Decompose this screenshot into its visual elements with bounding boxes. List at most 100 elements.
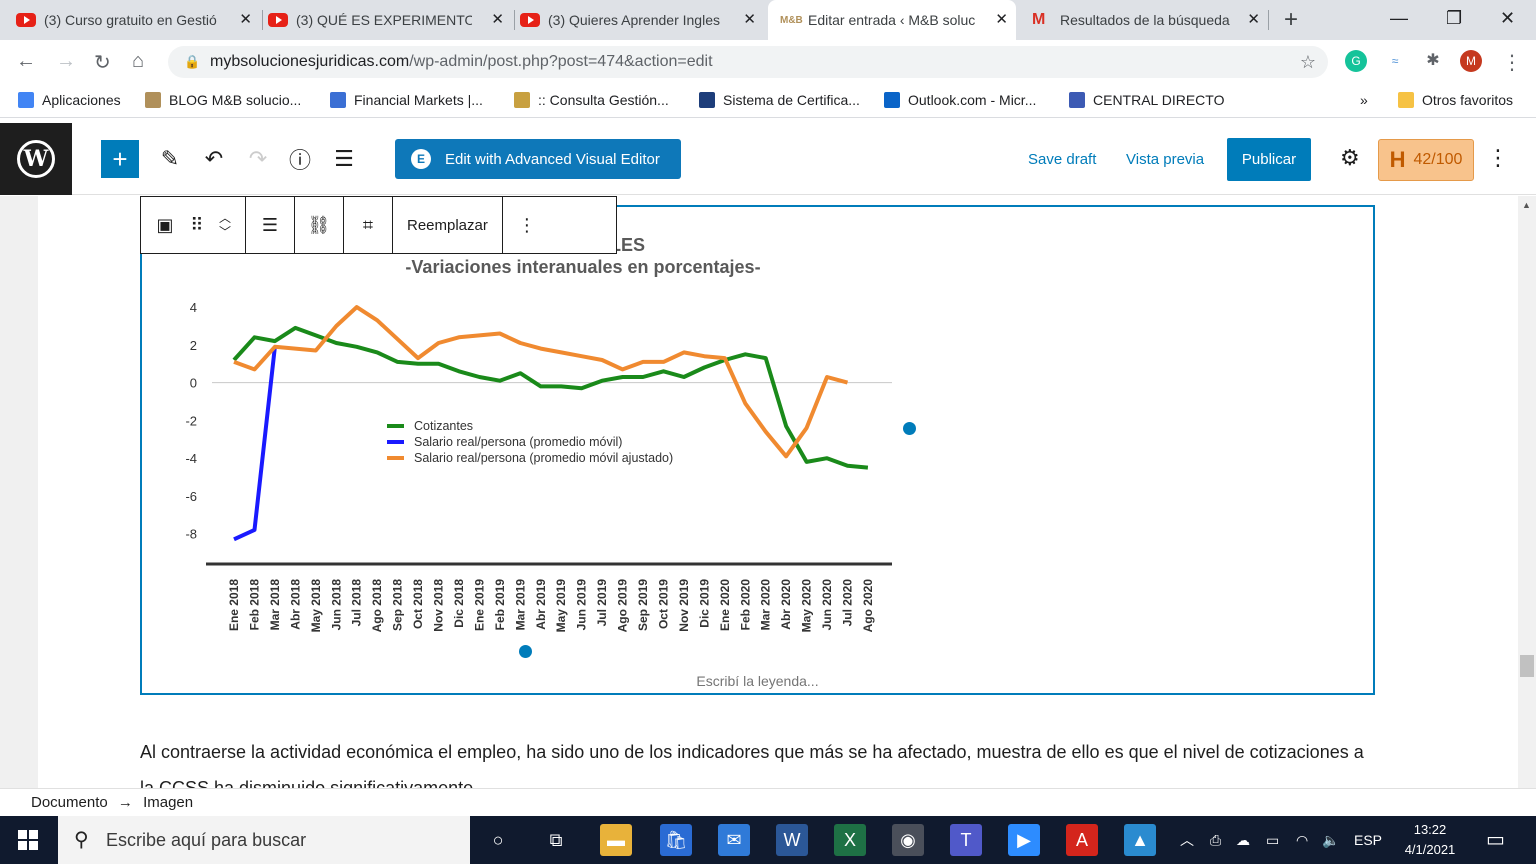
taskbar-search-input[interactable]: ⚲ Escribe aquí para buscar <box>58 816 470 864</box>
image-block[interactable]: RIOS REALES-Variaciones interanuales en … <box>140 205 1375 695</box>
forward-arrow-icon[interactable]: → <box>56 50 76 72</box>
x-tick-label: May 2019 <box>554 579 568 633</box>
x-tick-label: Jul 2019 <box>595 579 609 627</box>
x-tick-label: Jun 2018 <box>329 579 343 631</box>
bookmark-item[interactable]: BLOG M&B solucio... <box>145 92 301 108</box>
browser-tab[interactable]: (3) QUÉ ES EXPERIMENTO A ✕ <box>268 0 512 40</box>
scrollbar[interactable]: ▲ <box>1518 196 1536 788</box>
windows-start-icon[interactable] <box>18 830 38 850</box>
caption-input[interactable]: Escribí la leyenda... <box>696 673 819 689</box>
drag-handle-icon[interactable]: ⠿ <box>190 214 204 235</box>
battery-icon[interactable]: ▭ <box>1266 832 1280 848</box>
pencil-icon[interactable]: ✎ <box>160 146 180 171</box>
x-tick-label: Nov 2018 <box>432 579 446 632</box>
teams-icon[interactable]: T <box>950 824 982 856</box>
gear-icon[interactable]: ⚙ <box>1340 145 1360 170</box>
move-up-down-icon[interactable]: ︿ ﹀ <box>218 211 231 239</box>
add-block-button[interactable]: + <box>101 140 139 178</box>
zoom-icon[interactable]: ▶ <box>1008 824 1040 856</box>
wordpress-logo[interactable]: W <box>0 123 72 195</box>
bookmark-item[interactable]: Financial Markets |... <box>330 92 483 108</box>
wifi-icon[interactable]: ◠ <box>1296 832 1309 848</box>
mail-icon[interactable]: ✉ <box>718 824 750 856</box>
x-tick-label: May 2018 <box>309 579 323 633</box>
cortana-icon[interactable]: ○ <box>492 829 504 850</box>
volume-icon[interactable]: 🔈 <box>1322 832 1340 848</box>
other-bookmarks[interactable]: Otros favoritos <box>1398 92 1513 108</box>
redo-icon[interactable]: ↷ <box>248 146 268 171</box>
crop-icon[interactable]: ⌗ <box>362 214 374 235</box>
image-icon[interactable]: ▣ <box>156 214 174 235</box>
tab-title: (3) Quieres Aprender Ingles <box>548 12 720 28</box>
bookmark-star-icon[interactable]: ☆ <box>1299 52 1316 72</box>
y-tick-label: 4 <box>190 300 197 315</box>
word-icon[interactable]: W <box>776 824 808 856</box>
browser-menu-icon[interactable]: ⋮ <box>1502 52 1522 74</box>
bookmark-apps[interactable]: Aplicaciones <box>18 92 121 108</box>
block-options-icon[interactable]: ⋮ <box>517 214 536 235</box>
browser-tab[interactable]: (3) Quieres Aprender Ingles ✕ <box>520 0 764 40</box>
close-icon[interactable]: ✕ <box>239 11 252 28</box>
close-icon[interactable]: ✕ <box>743 11 756 28</box>
bookmark-item[interactable]: CENTRAL DIRECTO <box>1069 92 1224 108</box>
more-options-icon[interactable]: ⋮ <box>1487 145 1509 170</box>
scrollbar-thumb[interactable] <box>1520 655 1534 677</box>
align-icon[interactable]: ☰ <box>261 214 279 235</box>
link-icon[interactable]: ⛓ <box>307 214 331 235</box>
undo-icon[interactable]: ↶ <box>204 146 224 171</box>
acrobat-icon[interactable]: A <box>1066 824 1098 856</box>
restore-icon[interactable]: ❐ <box>1446 8 1463 28</box>
tab-title: Resultados de la búsqueda <box>1060 12 1230 28</box>
advanced-visual-editor-button[interactable]: E Edit with Advanced Visual Editor <box>395 139 681 179</box>
reload-icon[interactable]: ↻ <box>94 52 111 74</box>
store-icon[interactable]: 🛍 <box>660 824 692 856</box>
tray-chevron-icon[interactable]: ︿ <box>1180 832 1194 848</box>
seo-score-button[interactable]: H 42/100 <box>1378 139 1474 181</box>
grammarly-icon[interactable]: G <box>1345 50 1367 72</box>
clock[interactable]: 13:22 4/1/2021 <box>1395 820 1465 860</box>
paragraph-block[interactable]: Al contraerse la actividad económica el … <box>140 742 1364 788</box>
preview-button[interactable]: Vista previa <box>1126 151 1205 168</box>
resize-handle-bottom[interactable] <box>519 645 532 658</box>
task-view-icon[interactable]: ⧉ <box>549 829 563 850</box>
avatar[interactable]: M <box>1460 50 1482 72</box>
bookmark-item[interactable]: Sistema de Certifica... <box>699 92 860 108</box>
browser-tab[interactable]: (3) Curso gratuito en Gestió ✕ <box>16 0 260 40</box>
url-input[interactable]: 🔒 mybsolucionesjuridicas.com/wp-admin/po… <box>168 46 1328 78</box>
close-icon[interactable]: ✕ <box>1247 11 1260 28</box>
browser-tab-active[interactable]: M&B Editar entrada ‹ M&B soluc ✕ <box>768 0 1016 40</box>
bookmark-item[interactable]: :: Consulta Gestión... <box>514 92 669 108</box>
language-indicator[interactable]: ESP <box>1354 832 1383 848</box>
meet-now-icon[interactable]: ⎙ <box>1210 832 1222 848</box>
window-close-icon[interactable]: ✕ <box>1500 8 1516 28</box>
breadcrumb-document[interactable]: Documento <box>31 794 108 811</box>
x-tick-label: Ene 2019 <box>472 579 486 631</box>
replace-button[interactable]: Reemplazar <box>407 216 488 234</box>
browser-tab[interactable]: M Resultados de la búsqueda ✕ <box>1020 0 1268 40</box>
info-icon[interactable]: ⓘ <box>288 148 311 173</box>
save-draft-button[interactable]: Save draft <box>1028 151 1097 168</box>
excel-icon[interactable]: X <box>834 824 866 856</box>
bookmark-item[interactable]: Outlook.com - Micr... <box>884 92 1036 108</box>
new-tab-button[interactable]: + <box>1284 6 1299 33</box>
minimize-icon[interactable]: — <box>1390 8 1408 28</box>
close-icon[interactable]: ✕ <box>995 11 1008 28</box>
photos-icon[interactable]: ▲ <box>1124 824 1156 856</box>
series-line <box>233 346 277 542</box>
extension-icon[interactable]: ≈ <box>1384 50 1406 72</box>
onedrive-icon[interactable]: ☁ <box>1236 832 1250 848</box>
puzzle-icon[interactable]: ✱ <box>1422 50 1444 72</box>
resize-handle-right[interactable] <box>903 422 916 435</box>
close-icon[interactable]: ✕ <box>491 11 504 28</box>
notifications-icon[interactable]: ▭ <box>1486 829 1505 851</box>
breadcrumb-image[interactable]: Imagen <box>143 794 194 811</box>
scroll-up-icon[interactable]: ▲ <box>1522 200 1531 210</box>
x-tick-label: Mar 2019 <box>513 579 527 631</box>
home-icon[interactable]: ⌂ <box>132 50 145 72</box>
publish-button[interactable]: Publicar <box>1227 138 1311 181</box>
file-explorer-icon[interactable]: ▬ <box>600 824 632 856</box>
bookmarks-overflow[interactable]: » <box>1360 92 1368 108</box>
chrome-icon[interactable]: ◉ <box>892 824 924 856</box>
back-arrow-icon[interactable]: ← <box>16 50 36 72</box>
list-view-icon[interactable]: ☰ <box>334 146 354 171</box>
